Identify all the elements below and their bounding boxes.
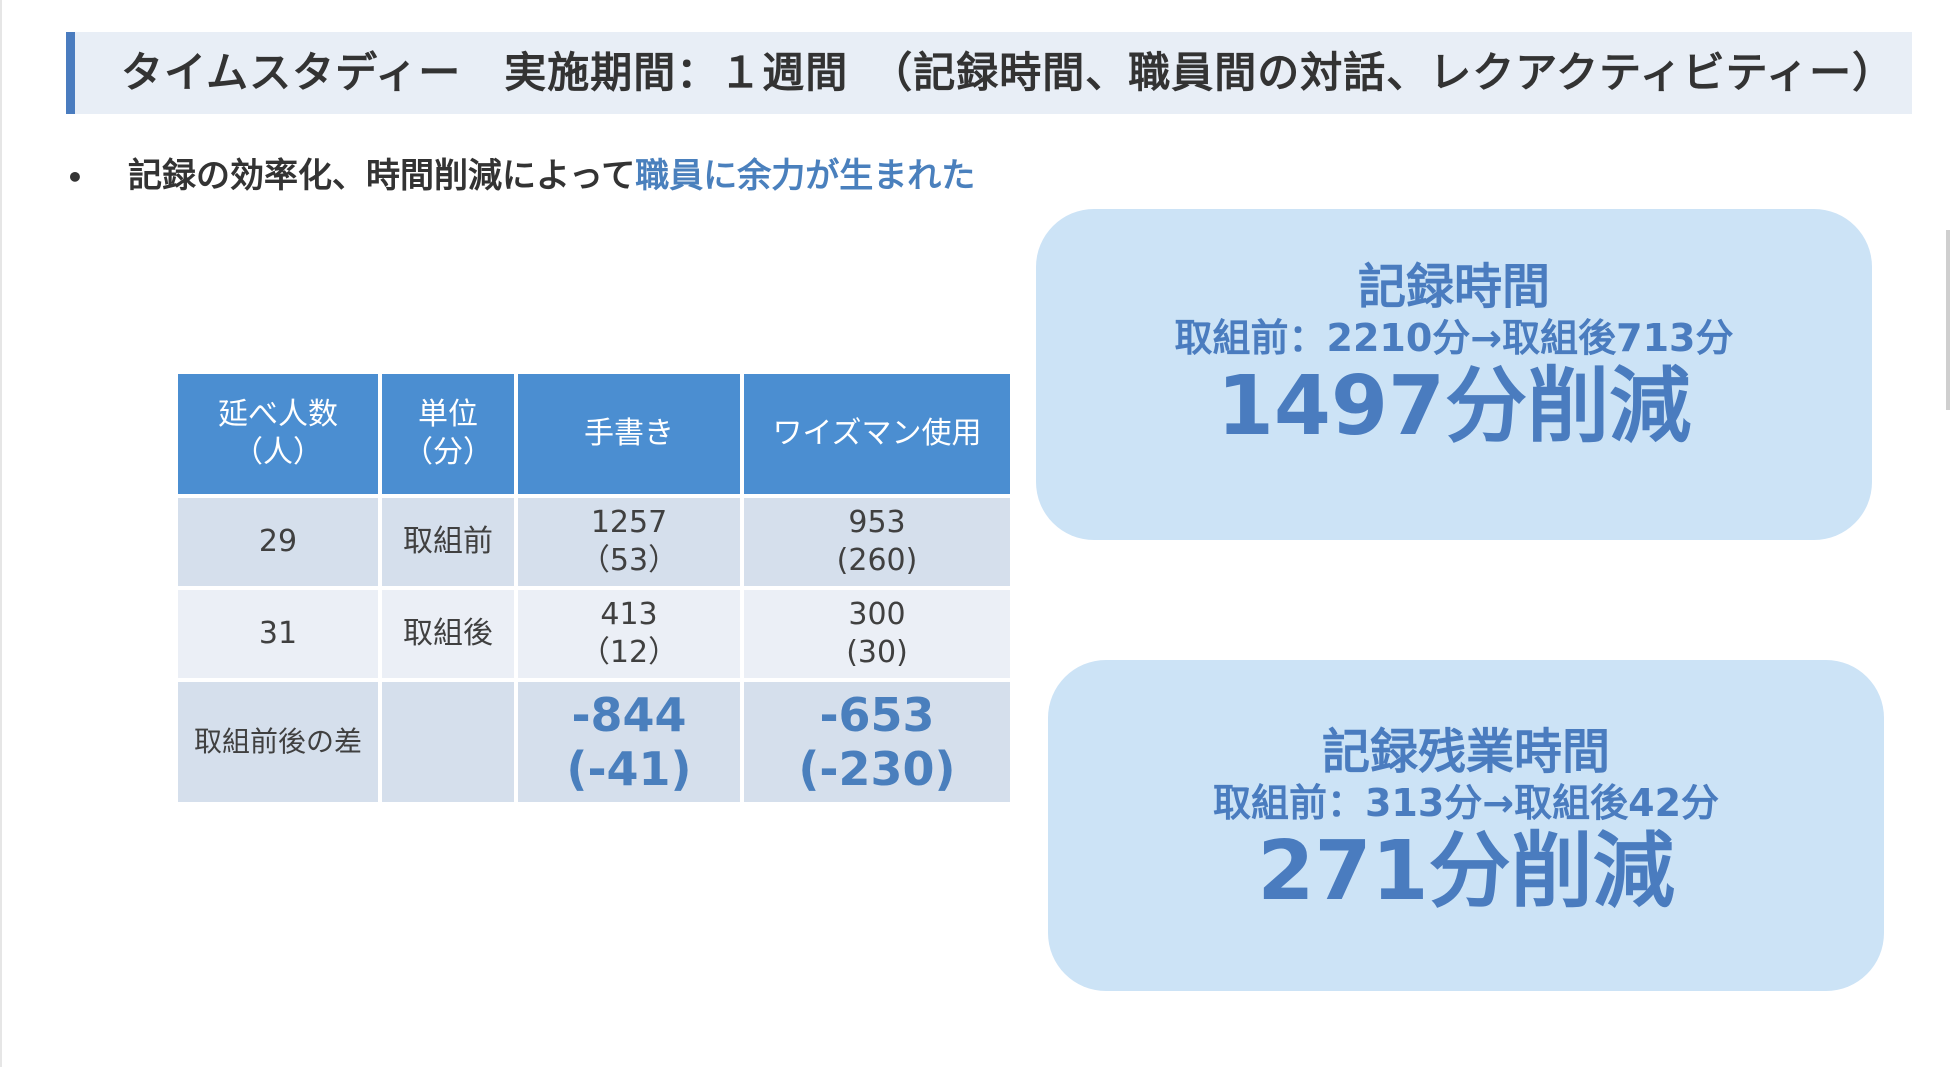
- cell-diff-handwritten: -844 (-41): [518, 682, 740, 802]
- cell-wiseman: 300 (30): [744, 590, 1010, 678]
- header-unit-line1: 単位: [418, 397, 478, 432]
- diff-subvalue: (-230): [798, 742, 956, 796]
- header-handwritten: 手書き: [518, 374, 740, 494]
- cell-value: 300: [848, 597, 906, 632]
- title-accent-bar: [66, 32, 75, 114]
- header-count-line2: （人）: [233, 435, 323, 470]
- record-time-box: 記録時間 取組前：2210分→取組後713分 1497分削減: [1036, 209, 1872, 540]
- cell-value: 953: [848, 505, 906, 540]
- cell-diff-unit: [382, 682, 514, 802]
- bullet-point: • 記録の効率化、時間削減によって職員に余力が生まれた: [66, 148, 975, 197]
- table-row-diff: 取組前後の差 -844 (-41) -653 (-230): [178, 682, 1010, 802]
- time-study-table: 延べ人数 （人） 単位 （分） 手書き ワイズマン使用 29 取組前 1257 （53…: [174, 370, 1014, 806]
- cell-handwritten: 1257 （53）: [518, 498, 740, 586]
- cell-wiseman: 953 (260): [744, 498, 1010, 586]
- diff-value: -653: [819, 688, 935, 742]
- cell-value: 1257: [590, 505, 668, 540]
- cell-count: 29: [178, 498, 378, 586]
- cell-unit: 取組前: [382, 498, 514, 586]
- scrollbar-thumb[interactable]: [1946, 230, 1950, 410]
- box-reduction: 271分削減: [1257, 824, 1675, 919]
- cell-diff-label: 取組前後の差: [178, 682, 378, 802]
- box-subtitle: 取組前：313分→取組後42分: [1212, 781, 1720, 825]
- box-title: 記録残業時間: [1321, 724, 1610, 780]
- bullet-text: 記録の効率化、時間削減によって: [128, 156, 636, 196]
- cell-subvalue: (30): [846, 635, 908, 670]
- header-wiseman-label: ワイズマン使用: [772, 416, 982, 451]
- cell-subvalue: （53）: [579, 543, 679, 578]
- table-row: 31 取組後 413 （12） 300 (30): [178, 590, 1010, 678]
- header-count: 延べ人数 （人）: [178, 374, 378, 494]
- cell-handwritten: 413 （12）: [518, 590, 740, 678]
- window-edge: [0, 0, 2, 1067]
- cell-subvalue: (260): [836, 543, 918, 578]
- cell-count: 31: [178, 590, 378, 678]
- bullet-highlight: 職員に余力が生まれた: [635, 156, 976, 196]
- table-row: 29 取組前 1257 （53） 953 (260): [178, 498, 1010, 586]
- cell-unit: 取組後: [382, 590, 514, 678]
- slide-title: タイムスタディー 実施期間：１週間 （記録時間、職員間の対話、レクアクティビティ…: [121, 48, 1896, 97]
- diff-value: -844: [571, 688, 687, 742]
- box-subtitle: 取組前：2210分→取組後713分: [1174, 316, 1734, 360]
- overtime-record-box: 記録残業時間 取組前：313分→取組後42分 271分削減: [1048, 660, 1884, 991]
- table-header-row: 延べ人数 （人） 単位 （分） 手書き ワイズマン使用: [178, 374, 1010, 494]
- header-handwritten-label: 手書き: [584, 416, 674, 451]
- header-unit: 単位 （分）: [382, 374, 514, 494]
- header-unit-line2: （分）: [403, 435, 493, 470]
- box-title: 記録時間: [1357, 259, 1550, 315]
- cell-diff-wiseman: -653 (-230): [744, 682, 1010, 802]
- header-wiseman: ワイズマン使用: [744, 374, 1010, 494]
- bullet-dot-icon: •: [66, 161, 84, 194]
- diff-subvalue: (-41): [566, 742, 692, 796]
- box-reduction: 1497分削減: [1216, 359, 1692, 454]
- cell-subvalue: （12）: [579, 635, 679, 670]
- title-bar: タイムスタディー 実施期間：１週間 （記録時間、職員間の対話、レクアクティビティ…: [66, 32, 1912, 114]
- header-count-line1: 延べ人数: [218, 397, 338, 432]
- cell-value: 413: [600, 597, 658, 632]
